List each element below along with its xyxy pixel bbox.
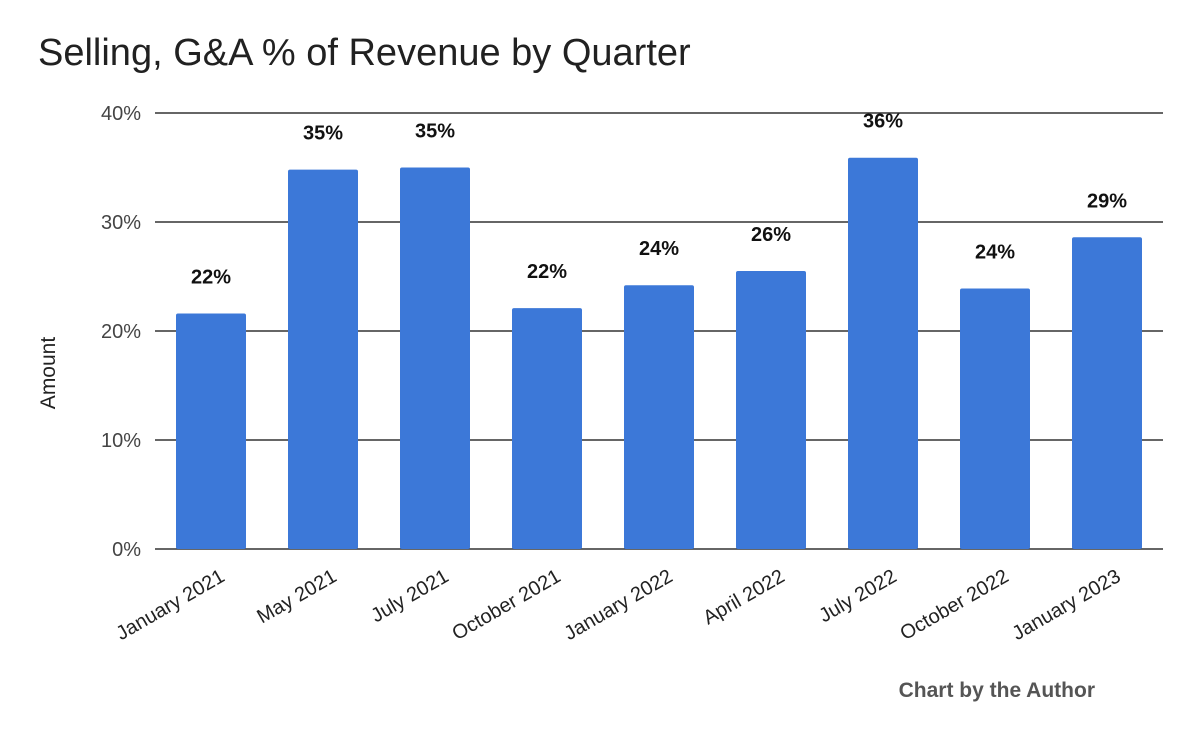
chart-credit: Chart by the Author [898, 679, 1095, 702]
bar [512, 308, 582, 549]
x-category-label: July 2022 [815, 565, 900, 627]
data-label: 22% [191, 267, 231, 289]
x-category-label: January 2021 [113, 565, 229, 645]
data-label: 24% [975, 241, 1015, 263]
x-category-label: October 2022 [897, 565, 1013, 645]
y-tick-label: 40% [101, 103, 141, 125]
data-label: 24% [639, 238, 679, 260]
y-tick-label: 20% [101, 321, 141, 343]
data-label: 36% [863, 111, 903, 133]
y-tick-label: 10% [101, 430, 141, 452]
bar [176, 313, 246, 549]
data-label: 22% [527, 261, 567, 283]
y-axis-ticks: 0% 10% 20% 30% 40% [101, 103, 141, 561]
x-category-label: January 2023 [1009, 565, 1125, 645]
bar [624, 285, 694, 549]
data-label: 26% [751, 224, 791, 246]
data-labels: 22% 35% 35% 22% 24% 26% 36% 24% 29% [191, 111, 1127, 289]
data-label: 29% [1087, 190, 1127, 212]
bar [736, 271, 806, 549]
bar [288, 169, 358, 549]
y-axis-title: Amount [37, 337, 60, 410]
bar [400, 167, 470, 549]
data-label: 35% [415, 121, 455, 143]
x-category-label: January 2022 [561, 565, 677, 645]
data-label: 35% [303, 123, 343, 145]
bars [176, 157, 1142, 549]
y-tick-label: 0% [112, 539, 141, 561]
bar [960, 288, 1030, 549]
x-category-label: October 2021 [449, 565, 565, 645]
x-category-label: July 2021 [367, 565, 452, 627]
x-category-label: April 2022 [700, 565, 789, 629]
bar [848, 157, 918, 549]
x-category-label: May 2021 [253, 565, 340, 628]
y-tick-label: 30% [101, 212, 141, 234]
chart-title: Selling, G&A % of Revenue by Quarter [38, 32, 691, 74]
bar [1072, 237, 1142, 549]
